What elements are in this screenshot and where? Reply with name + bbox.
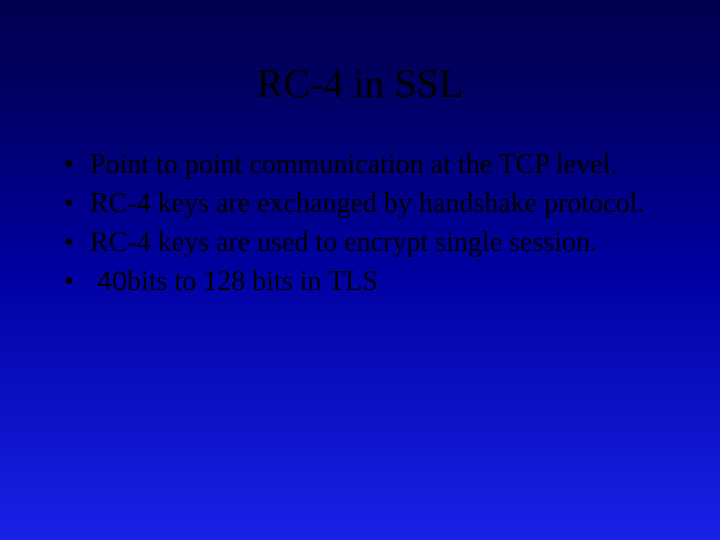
list-item: RC-4 keys are exchanged by handshake pro… xyxy=(60,186,670,221)
list-item: Point to point communication at the TCP … xyxy=(60,147,670,182)
tls-bits-number: 40 xyxy=(97,266,127,296)
slide: RC-4 in SSL Point to point communication… xyxy=(0,0,720,540)
slide-title: RC-4 in SSL xyxy=(0,60,720,107)
list-item: 40bits to 128 bits in TLS xyxy=(60,264,670,299)
list-item: RC-4 keys are used to encrypt single ses… xyxy=(60,225,670,260)
bullet-list: Point to point communication at the TCP … xyxy=(0,147,720,299)
